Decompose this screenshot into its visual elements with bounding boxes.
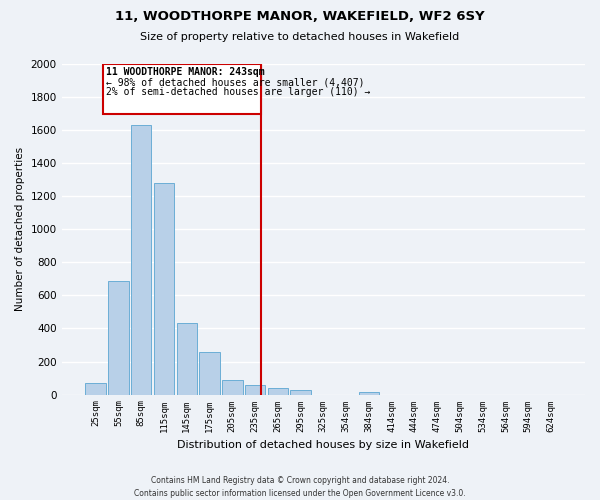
Bar bbox=[359, 392, 379, 394]
Text: Size of property relative to detached houses in Wakefield: Size of property relative to detached ho… bbox=[140, 32, 460, 42]
Bar bbox=[176, 324, 197, 394]
Bar bbox=[85, 383, 106, 394]
Y-axis label: Number of detached properties: Number of detached properties bbox=[15, 147, 25, 312]
Text: 2% of semi-detached houses are larger (110) →: 2% of semi-detached houses are larger (1… bbox=[106, 87, 370, 97]
Bar bbox=[268, 388, 288, 394]
Text: Contains HM Land Registry data © Crown copyright and database right 2024.
Contai: Contains HM Land Registry data © Crown c… bbox=[134, 476, 466, 498]
Bar bbox=[131, 125, 151, 394]
Bar bbox=[103, 64, 261, 114]
Text: 11 WOODTHORPE MANOR: 243sqm: 11 WOODTHORPE MANOR: 243sqm bbox=[106, 68, 265, 78]
Bar bbox=[199, 352, 220, 395]
Bar bbox=[154, 183, 174, 394]
Text: ← 98% of detached houses are smaller (4,407): ← 98% of detached houses are smaller (4,… bbox=[106, 77, 364, 87]
Bar bbox=[290, 390, 311, 394]
X-axis label: Distribution of detached houses by size in Wakefield: Distribution of detached houses by size … bbox=[178, 440, 469, 450]
Bar bbox=[245, 386, 265, 394]
Text: 11, WOODTHORPE MANOR, WAKEFIELD, WF2 6SY: 11, WOODTHORPE MANOR, WAKEFIELD, WF2 6SY bbox=[115, 10, 485, 23]
Bar bbox=[222, 380, 242, 394]
Bar bbox=[108, 280, 129, 394]
